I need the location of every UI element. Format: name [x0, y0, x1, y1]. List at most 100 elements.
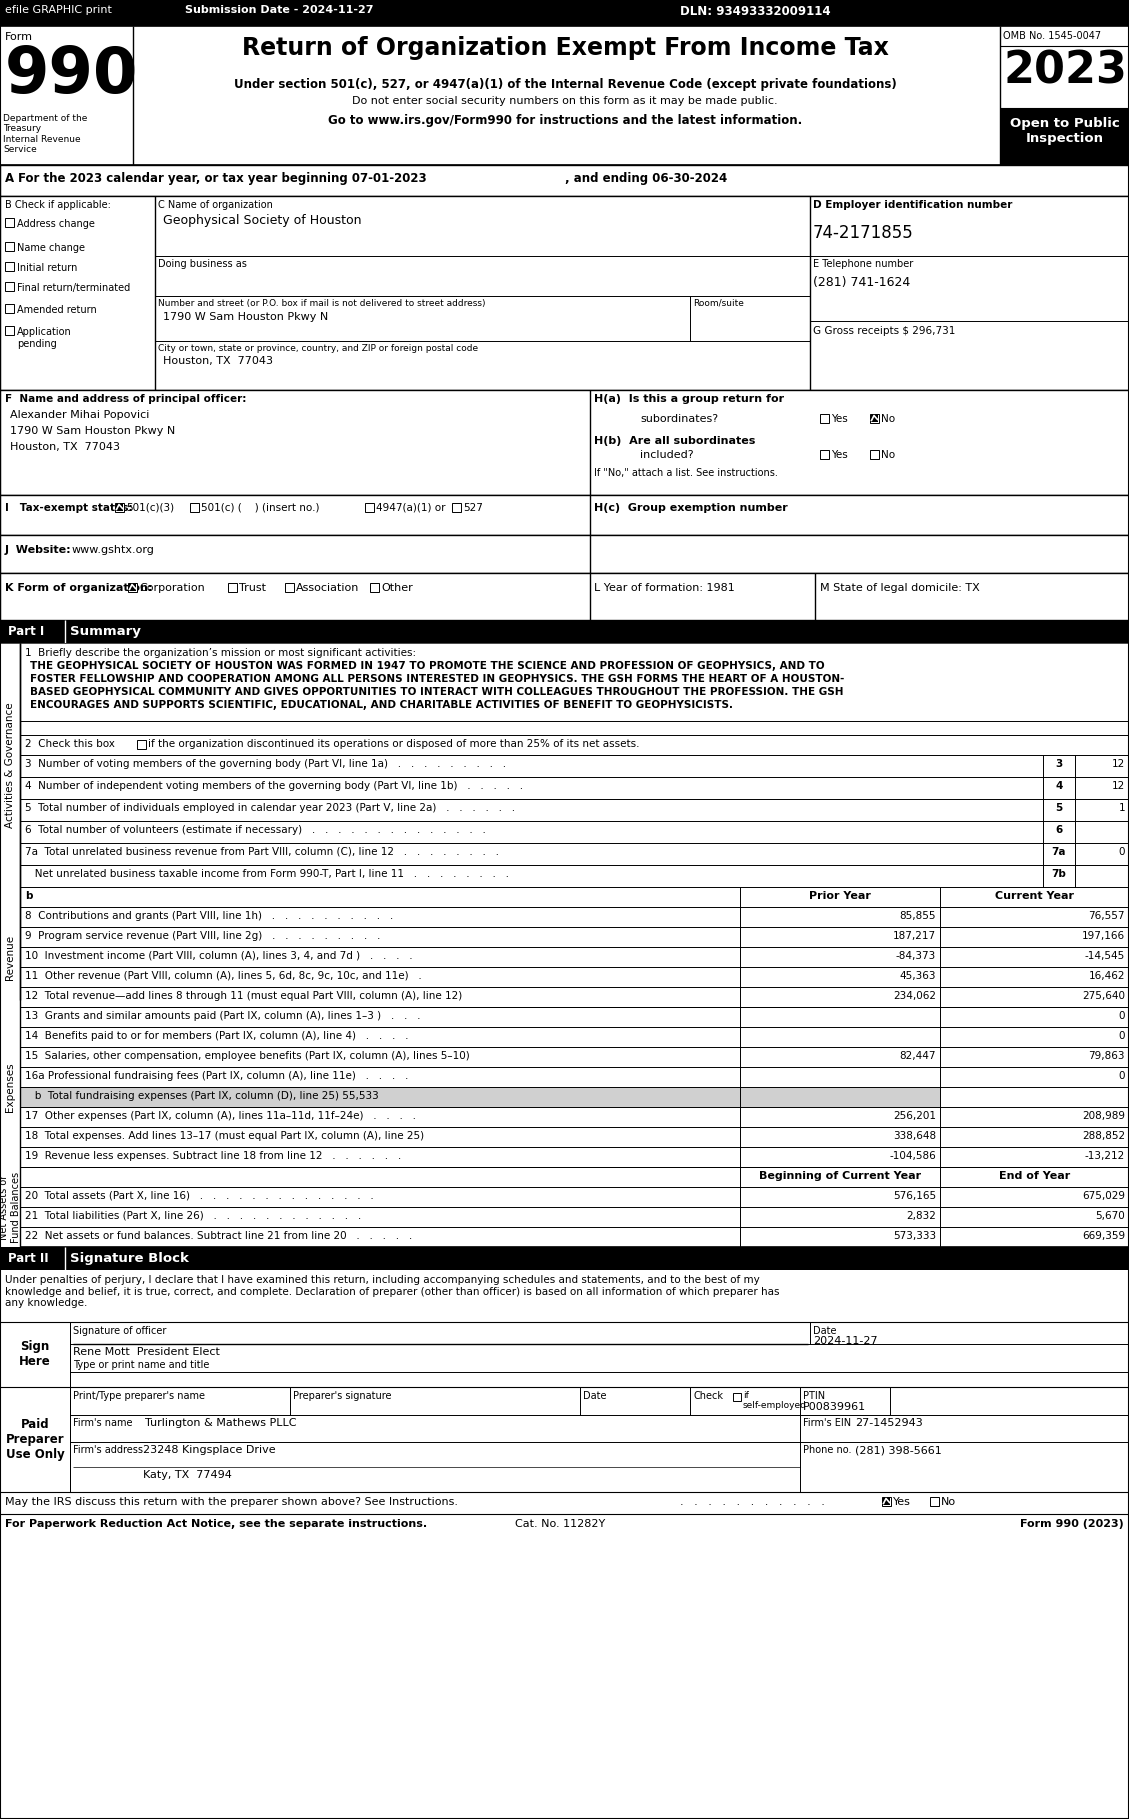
Text: ENCOURAGES AND SUPPORTS SCIENTIFIC, EDUCATIONAL, AND CHARITABLE ACTIVITIES OF BE: ENCOURAGES AND SUPPORTS SCIENTIFIC, EDUC… — [30, 700, 733, 709]
Text: 74-2171855: 74-2171855 — [813, 224, 913, 242]
Text: b  Total fundraising expenses (Part IX, column (D), line 25) 55,533: b Total fundraising expenses (Part IX, c… — [25, 1091, 378, 1100]
Text: Alexander Mihai Popovici: Alexander Mihai Popovici — [10, 409, 149, 420]
Text: Current Year: Current Year — [995, 891, 1074, 900]
Text: 1  Briefly describe the organization’s mission or most significant activities:: 1 Briefly describe the organization’s mi… — [25, 648, 417, 658]
Bar — [870, 449, 879, 458]
Text: 20  Total assets (Part X, line 16)   .   .   .   .   .   .   .   .   .   .   .  : 20 Total assets (Part X, line 16) . . . … — [25, 1191, 374, 1201]
Text: Association: Association — [296, 584, 359, 593]
Text: 197,166: 197,166 — [1082, 931, 1124, 940]
Text: 22  Net assets or fund balances. Subtract line 21 from line 20   .   .   .   .  : 22 Net assets or fund balances. Subtract… — [25, 1231, 412, 1241]
Bar — [365, 504, 374, 511]
Text: 234,062: 234,062 — [893, 991, 936, 1000]
Text: 12  Total revenue—add lines 8 through 11 (must equal Part VIII, column (A), line: 12 Total revenue—add lines 8 through 11 … — [25, 991, 462, 1000]
Bar — [0, 196, 1129, 389]
Text: if
self-employed: if self-employed — [743, 1392, 807, 1410]
Text: 3  Number of voting members of the governing body (Part VI, line 1a)   .   .   .: 3 Number of voting members of the govern… — [25, 759, 506, 769]
Text: 19  Revenue less expenses. Subtract line 18 from line 12   .   .   .   .   .   .: 19 Revenue less expenses. Subtract line … — [25, 1151, 401, 1161]
Text: 85,855: 85,855 — [900, 911, 936, 920]
Text: Form 990 (2023): Form 990 (2023) — [1021, 1519, 1124, 1530]
Text: (281) 398-5661: (281) 398-5661 — [855, 1444, 942, 1455]
Text: 9  Program service revenue (Part VIII, line 2g)   .   .   .   .   .   .   .   . : 9 Program service revenue (Part VIII, li… — [25, 931, 380, 940]
Bar — [870, 415, 879, 424]
Text: b: b — [25, 891, 33, 900]
Text: Net unrelated business taxable income from Form 990-T, Part I, line 11   .   .  : Net unrelated business taxable income fr… — [25, 869, 509, 879]
Text: -84,373: -84,373 — [895, 951, 936, 960]
Bar — [452, 504, 461, 511]
Bar — [5, 282, 14, 291]
Text: Trust: Trust — [239, 584, 266, 593]
Text: 338,648: 338,648 — [893, 1131, 936, 1141]
Text: Revenue: Revenue — [5, 935, 15, 980]
Text: For Paperwork Reduction Act Notice, see the separate instructions.: For Paperwork Reduction Act Notice, see … — [5, 1519, 427, 1530]
Text: 7a: 7a — [1052, 848, 1066, 857]
Bar — [733, 1393, 741, 1401]
Bar — [5, 262, 14, 271]
Text: DLN: 93493332009114: DLN: 93493332009114 — [680, 5, 831, 18]
Text: D Employer identification number: D Employer identification number — [813, 200, 1013, 209]
Text: G Gross receipts $ 296,731: G Gross receipts $ 296,731 — [813, 326, 955, 337]
Text: Part II: Part II — [8, 1251, 49, 1264]
Text: Houston, TX  77043: Houston, TX 77043 — [163, 357, 273, 366]
Text: Summary: Summary — [70, 626, 141, 638]
Text: Houston, TX  77043: Houston, TX 77043 — [10, 442, 120, 451]
Bar — [0, 1388, 70, 1492]
Text: Number and street (or P.O. box if mail is not delivered to street address): Number and street (or P.O. box if mail i… — [158, 298, 485, 307]
Bar — [0, 573, 1129, 620]
Text: 23248 Kingsplace Drive: 23248 Kingsplace Drive — [143, 1444, 275, 1455]
Text: Preparer's signature: Preparer's signature — [294, 1392, 392, 1401]
Text: Rene Mott  President Elect: Rene Mott President Elect — [73, 1348, 220, 1357]
Text: Date: Date — [813, 1326, 837, 1335]
Text: Yes: Yes — [893, 1497, 911, 1506]
Bar — [820, 449, 829, 458]
Text: Turlington & Mathews PLLC: Turlington & Mathews PLLC — [145, 1419, 297, 1428]
Text: 0: 0 — [1119, 1011, 1124, 1020]
Text: Initial return: Initial return — [17, 264, 78, 273]
Text: End of Year: End of Year — [999, 1171, 1070, 1181]
Bar — [5, 242, 14, 251]
Text: Firm's address: Firm's address — [73, 1444, 143, 1455]
Text: 0: 0 — [1119, 1071, 1124, 1080]
Text: BASED GEOPHYSICAL COMMUNITY AND GIVES OPPORTUNITIES TO INTERACT WITH COLLEAGUES : BASED GEOPHYSICAL COMMUNITY AND GIVES OP… — [30, 688, 843, 697]
Text: efile GRAPHIC print: efile GRAPHIC print — [5, 5, 112, 15]
Text: 1: 1 — [1119, 802, 1124, 813]
Text: F  Name and address of principal officer:: F Name and address of principal officer: — [5, 395, 246, 404]
Text: THE GEOPHYSICAL SOCIETY OF HOUSTON WAS FORMED IN 1947 TO PROMOTE THE SCIENCE AND: THE GEOPHYSICAL SOCIETY OF HOUSTON WAS F… — [30, 660, 824, 671]
Text: Cat. No. 11282Y: Cat. No. 11282Y — [515, 1519, 605, 1530]
Text: No: No — [940, 1497, 956, 1506]
Text: Firm's name: Firm's name — [73, 1419, 132, 1428]
Bar — [228, 584, 237, 591]
Text: FOSTER FELLOWSHIP AND COOPERATION AMONG ALL PERSONS INTERESTED IN GEOPHYSICS. TH: FOSTER FELLOWSHIP AND COOPERATION AMONG … — [30, 675, 844, 684]
Text: Department of the
Treasury
Internal Revenue
Service: Department of the Treasury Internal Reve… — [3, 115, 87, 155]
Text: Net Assets or
Fund Balances: Net Assets or Fund Balances — [0, 1171, 20, 1242]
Text: 501(c)(3): 501(c)(3) — [126, 504, 174, 513]
Text: 2024-11-27: 2024-11-27 — [813, 1335, 877, 1346]
Text: 13  Grants and similar amounts paid (Part IX, column (A), lines 1–3 )   .   .   : 13 Grants and similar amounts paid (Part… — [25, 1011, 420, 1020]
Text: 18  Total expenses. Add lines 13–17 (must equal Part IX, column (A), line 25): 18 Total expenses. Add lines 13–17 (must… — [25, 1131, 425, 1141]
Text: 45,363: 45,363 — [900, 971, 936, 980]
Text: Geophysical Society of Houston: Geophysical Society of Houston — [163, 215, 361, 227]
Bar — [285, 584, 294, 591]
Bar — [20, 1088, 739, 1108]
Bar — [5, 218, 14, 227]
Text: H(a)  Is this a group return for: H(a) Is this a group return for — [594, 395, 785, 404]
Text: No: No — [881, 449, 895, 460]
Text: Under section 501(c), 527, or 4947(a)(1) of the Internal Revenue Code (except pr: Under section 501(c), 527, or 4947(a)(1)… — [234, 78, 896, 91]
Text: 5  Total number of individuals employed in calendar year 2023 (Part V, line 2a) : 5 Total number of individuals employed i… — [25, 802, 515, 813]
Text: 5,670: 5,670 — [1095, 1211, 1124, 1221]
Text: P00839961: P00839961 — [803, 1402, 866, 1412]
Text: Open to Public
Inspection: Open to Public Inspection — [1010, 116, 1120, 146]
Text: 11  Other revenue (Part VIII, column (A), lines 5, 6d, 8c, 9c, 10c, and 11e)   .: 11 Other revenue (Part VIII, column (A),… — [25, 971, 422, 980]
Bar — [0, 1248, 1129, 1270]
Text: 1790 W Sam Houston Pkwy N: 1790 W Sam Houston Pkwy N — [163, 313, 329, 322]
Text: 10  Investment income (Part VIII, column (A), lines 3, 4, and 7d )   .   .   .  : 10 Investment income (Part VIII, column … — [25, 951, 412, 960]
Text: A: A — [5, 173, 15, 186]
Text: included?: included? — [640, 449, 693, 460]
Text: 675,029: 675,029 — [1082, 1191, 1124, 1201]
Text: Firm's EIN: Firm's EIN — [803, 1419, 851, 1428]
Text: K Form of organization:: K Form of organization: — [5, 584, 152, 593]
Text: if the organization discontinued its operations or disposed of more than 25% of : if the organization discontinued its ope… — [148, 739, 639, 749]
Text: Activities & Governance: Activities & Governance — [5, 702, 15, 828]
Text: Sign
Here: Sign Here — [19, 1341, 51, 1368]
Text: Application
pending: Application pending — [17, 327, 72, 349]
Text: 21  Total liabilities (Part X, line 26)   .   .   .   .   .   .   .   .   .   . : 21 Total liabilities (Part X, line 26) .… — [25, 1211, 361, 1221]
